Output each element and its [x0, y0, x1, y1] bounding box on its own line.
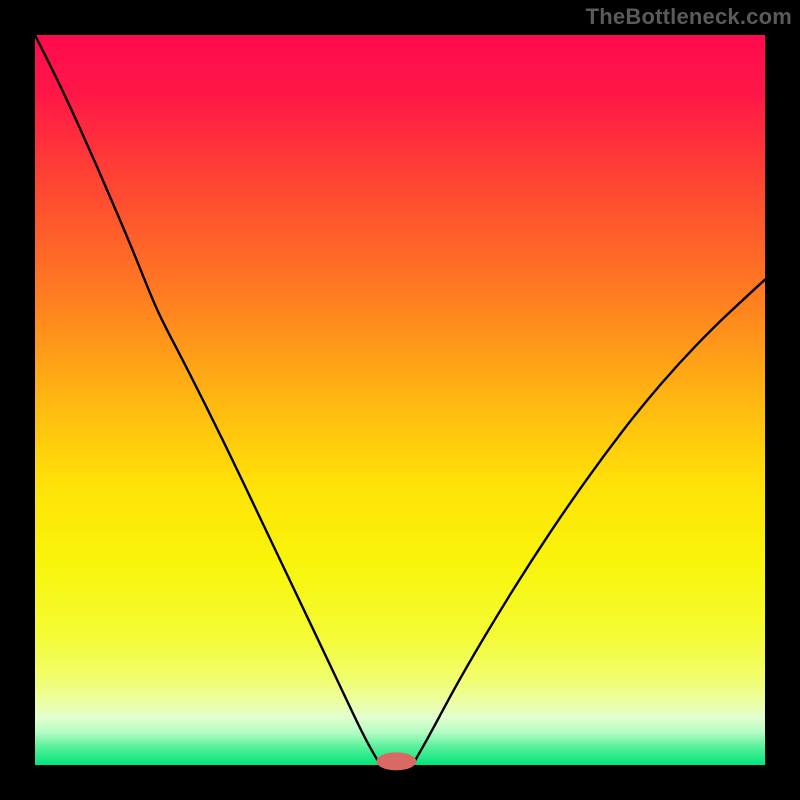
optimal-marker — [376, 752, 416, 770]
gradient-background — [35, 35, 765, 765]
attribution-text: TheBottleneck.com — [586, 4, 792, 30]
chart-container: TheBottleneck.com — [0, 0, 800, 800]
bottleneck-chart — [0, 0, 800, 800]
